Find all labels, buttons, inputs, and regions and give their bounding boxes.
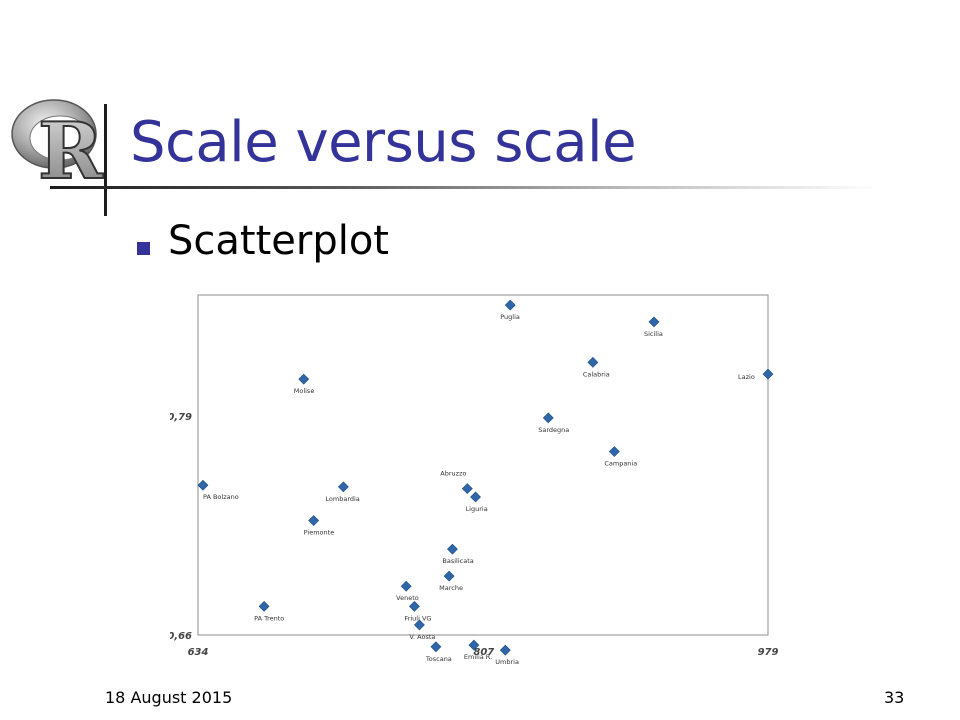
title-horizontal-rule [50, 186, 880, 189]
point-label: Calabria [583, 370, 610, 378]
point-label: Umbria [495, 658, 519, 665]
bullet-text: Scatterplot [168, 218, 389, 264]
point-label: Lazio [738, 373, 755, 381]
scatter-point [648, 316, 660, 328]
scatter-point [400, 580, 412, 592]
point-label: Marche [439, 584, 463, 592]
y-tick-label: 0,66 [170, 631, 192, 642]
slide-title: Scale versus scale [130, 110, 637, 175]
point-label: Toscana [425, 655, 452, 663]
scatter-point [413, 619, 425, 631]
title-vertical-rule [104, 104, 107, 216]
scatter-point [298, 373, 310, 385]
scatter-point [608, 446, 620, 457]
point-label: Abruzzo [440, 470, 466, 478]
r-logo-letter: R [38, 106, 104, 188]
point-label: Friuli VG [404, 614, 431, 622]
point-label: Piemonte [304, 529, 335, 537]
scatter-point [308, 515, 320, 526]
scatter-point [461, 483, 473, 494]
scatter-point [499, 644, 511, 656]
point-label: PA Bolzano [203, 493, 239, 501]
r-logo-icon: R [11, 99, 104, 188]
point-label: Puglia [500, 313, 520, 321]
point-label: Lombardia [325, 495, 359, 503]
scatter-point [542, 412, 554, 424]
scatter-point [337, 481, 349, 493]
point-label: Campania [604, 460, 637, 468]
point-label: Basilicata [442, 557, 473, 565]
footer-page-number: 33 [884, 688, 905, 707]
x-tick-label: 807 [473, 647, 494, 658]
x-tick-label: 634 [188, 647, 209, 658]
point-label: V. Aosta [409, 633, 435, 641]
point-label: Molise [294, 387, 315, 395]
scatter-point [762, 368, 774, 380]
scatterplot-chart: 634 807 979 0,79 0,66 Puglia Sicilia Calabria La… [170, 294, 779, 665]
footer-date: 18 August 2015 [105, 688, 233, 707]
scatter-point [447, 543, 458, 555]
point-label: Sardegna [538, 426, 569, 434]
point-label: Liguria [466, 505, 488, 513]
scatter-point [258, 600, 270, 612]
y-tick-label: 0,79 [170, 412, 192, 423]
point-label: Sicilia [644, 330, 663, 338]
scatter-point [468, 639, 480, 651]
point-label: Veneto [396, 594, 419, 602]
scatter-point [443, 570, 455, 582]
plot-frame [197, 294, 769, 636]
scatter-point [430, 641, 442, 653]
scatter-point [470, 491, 481, 503]
scatter-point [409, 600, 420, 612]
point-label: PA Trento [254, 614, 284, 622]
scatter-point [504, 299, 516, 311]
x-tick-label: 979 [758, 647, 779, 658]
scatter-point [587, 356, 599, 368]
point-label: Emilia R. [464, 653, 492, 661]
bullet-square-icon [137, 242, 150, 255]
scatter-point [197, 479, 209, 491]
